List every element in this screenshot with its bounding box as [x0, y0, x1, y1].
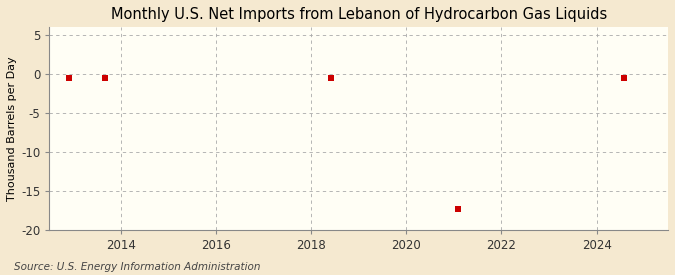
Point — [619, 76, 630, 80]
Point — [452, 206, 463, 211]
Text: Source: U.S. Energy Information Administration: Source: U.S. Energy Information Administ… — [14, 262, 260, 272]
Point — [100, 76, 111, 80]
Point — [64, 76, 75, 80]
Y-axis label: Thousand Barrels per Day: Thousand Barrels per Day — [7, 56, 17, 201]
Title: Monthly U.S. Net Imports from Lebanon of Hydrocarbon Gas Liquids: Monthly U.S. Net Imports from Lebanon of… — [111, 7, 607, 22]
Point — [326, 76, 337, 80]
